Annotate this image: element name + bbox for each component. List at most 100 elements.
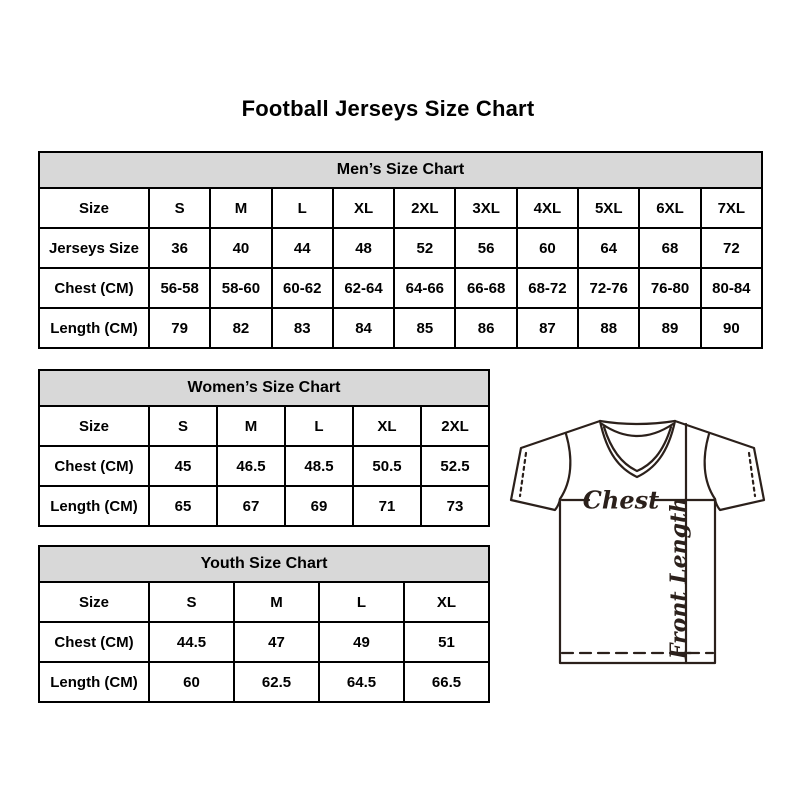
- jersey-collar-band: [600, 422, 675, 437]
- jersey-vneck-inner: [602, 425, 673, 473]
- table-cell: 44.5: [148, 621, 235, 663]
- row-label: Length (CM): [38, 485, 150, 527]
- table-cell: 87: [515, 307, 580, 349]
- table-cell: 72-76: [577, 267, 641, 309]
- table-cell: 5XL: [577, 187, 641, 229]
- table-row: Chest (CM) 44.5 47 49 51: [38, 621, 490, 663]
- table-cell: 47: [233, 621, 320, 663]
- table-title: Men’s Size Chart: [38, 151, 763, 189]
- table-row: Chest (CM) 56-58 58-60 60-62 62-64 64-66 66-68…: [38, 267, 764, 309]
- table-cell: 36: [147, 227, 212, 269]
- table-cell: 3XL: [454, 187, 518, 229]
- table-cell: 48.5: [284, 445, 354, 487]
- table-cell: 6XL: [638, 187, 702, 229]
- table-cell: 72: [699, 227, 764, 269]
- table-cell: 83: [270, 307, 334, 349]
- jersey-right-seam: [703, 432, 717, 501]
- table-row: Size S M L XL 2XL: [38, 405, 490, 447]
- table-cell: XL: [331, 187, 396, 229]
- table-row: Size S M L XL 2XL 3XL 4XL 5XL 6XL 7XL: [38, 187, 764, 229]
- table-title-row: Men’s Size Chart: [38, 151, 763, 189]
- table-cell: S: [147, 187, 212, 229]
- table-cell: M: [216, 405, 286, 447]
- table-cell: 52.5: [420, 445, 490, 487]
- table-row: Length (CM) 60 62.5 64.5 66.5: [38, 661, 490, 703]
- row-label: Size: [38, 187, 150, 229]
- size-table: Women’s Size Chart Size S M L XL 2XL Chest (CM)…: [38, 369, 490, 527]
- table-cell: L: [318, 581, 405, 623]
- table-cell: 71: [352, 485, 422, 527]
- table-row: Length (CM) 79 82 83 84 85 86 87 88 89 90: [38, 307, 764, 349]
- table-cell: 79: [147, 307, 212, 349]
- table-cell: L: [284, 405, 354, 447]
- front-length-label: Front Length: [666, 497, 692, 660]
- table-cell: 82: [209, 307, 273, 349]
- table-row: Size S M L XL: [38, 581, 490, 623]
- table-title: Women’s Size Chart: [38, 369, 490, 407]
- row-label: Chest (CM): [38, 621, 150, 663]
- row-label: Length (CM): [38, 307, 150, 349]
- table-cell: 64-66: [393, 267, 457, 309]
- table-cell: 40: [209, 227, 273, 269]
- table-cell: 84: [331, 307, 396, 349]
- table-cell: 60-62: [270, 267, 334, 309]
- jersey-vneck-outer: [598, 419, 677, 479]
- table-cell: 62-64: [331, 267, 396, 309]
- jersey-collar-top: [598, 419, 677, 426]
- table-cell: 58-60: [209, 267, 273, 309]
- table-cell: 62.5: [233, 661, 320, 703]
- table-row: Chest (CM) 45 46.5 48.5 50.5 52.5: [38, 445, 490, 487]
- table-cell: 88: [577, 307, 641, 349]
- row-label: Length (CM): [38, 661, 150, 703]
- table-cell: 89: [638, 307, 702, 349]
- row-label: Size: [38, 581, 150, 623]
- jersey-body: [558, 497, 717, 665]
- table-cell: 4XL: [515, 187, 580, 229]
- table-cell: S: [148, 581, 235, 623]
- table-title: Youth Size Chart: [38, 545, 490, 583]
- table-cell: 60: [515, 227, 580, 269]
- table-cell: 67: [216, 485, 286, 527]
- table-cell: 64: [577, 227, 641, 269]
- table-cell: S: [148, 405, 218, 447]
- table-cell: 51: [403, 621, 490, 663]
- row-label: Size: [38, 405, 150, 447]
- row-label: Jerseys Size: [38, 227, 150, 269]
- table-cell: L: [270, 187, 334, 229]
- jersey-left-seam: [558, 432, 572, 501]
- table-cell: 48: [331, 227, 396, 269]
- table-title-row: Youth Size Chart: [38, 545, 490, 583]
- jersey-right-cuff-stitch: [747, 451, 757, 498]
- jersey-right-sleeve: [673, 419, 766, 512]
- table-cell: 52: [393, 227, 457, 269]
- table-cell: 85: [393, 307, 457, 349]
- table-cell: M: [233, 581, 320, 623]
- table-cell: 46.5: [216, 445, 286, 487]
- jersey-measurement-diagram: Chest Front Length: [509, 419, 766, 665]
- table-cell: 65: [148, 485, 218, 527]
- table-cell: 7XL: [699, 187, 764, 229]
- jersey-left-cuff-stitch: [518, 451, 528, 498]
- row-label: Chest (CM): [38, 445, 150, 487]
- table-row: Length (CM) 65 67 69 71 73: [38, 485, 490, 527]
- table-cell: 73: [420, 485, 490, 527]
- table-cell: 68-72: [515, 267, 580, 309]
- womens-size-chart-table: Women’s Size Chart Size S M L XL 2XL Chest (CM)…: [38, 369, 490, 527]
- table-cell: 45: [148, 445, 218, 487]
- table-cell: 69: [284, 485, 354, 527]
- table-cell: 66-68: [454, 267, 518, 309]
- table-cell: M: [209, 187, 273, 229]
- size-table: Men’s Size Chart Size S M L XL 2XL 3XL 4XL 5XL 6XL…: [38, 151, 764, 349]
- youth-size-chart-table: Youth Size Chart Size S M L XL Chest (CM) 44.5 4…: [38, 545, 490, 703]
- table-cell: XL: [352, 405, 422, 447]
- table-cell: 66.5: [403, 661, 490, 703]
- table-cell: 2XL: [420, 405, 490, 447]
- table-cell: 64.5: [318, 661, 405, 703]
- table-cell: 60: [148, 661, 235, 703]
- table-cell: 90: [699, 307, 764, 349]
- table-cell: 76-80: [638, 267, 702, 309]
- table-cell: 49: [318, 621, 405, 663]
- table-cell: XL: [403, 581, 490, 623]
- table-cell: 2XL: [393, 187, 457, 229]
